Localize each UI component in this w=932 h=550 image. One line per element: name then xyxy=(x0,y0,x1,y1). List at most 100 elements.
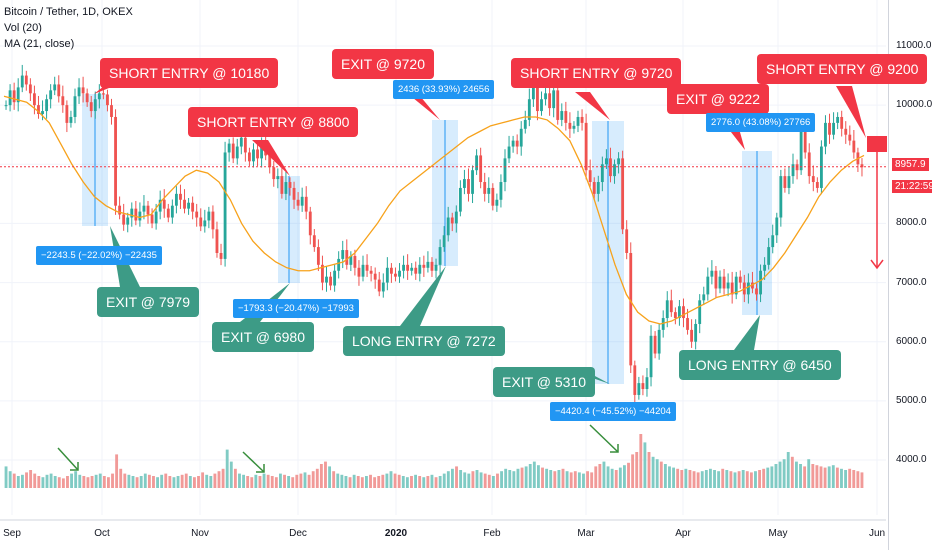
candle-body xyxy=(763,264,767,271)
candle-body xyxy=(179,193,182,200)
callout-short-entry-9200[interactable]: SHORT ENTRY @ 9200 xyxy=(757,54,928,84)
measure-label-1[interactable]: −2243.5 (−22.02%) −22435 xyxy=(36,246,162,265)
candle-body xyxy=(682,306,685,319)
volume-bar xyxy=(324,461,327,488)
candle-body xyxy=(621,158,625,230)
candle-body xyxy=(759,270,762,295)
candle-body xyxy=(101,93,105,95)
candle-body xyxy=(604,158,608,165)
candle-body xyxy=(613,164,616,177)
callout-long-entry-6450[interactable]: LONG ENTRY @ 6450 xyxy=(679,350,841,380)
callout-exit-9222[interactable]: EXIT @ 9222 xyxy=(667,84,769,114)
volume-bar xyxy=(573,471,577,488)
volume-bar xyxy=(139,476,143,488)
measure-label-3[interactable]: 2436 (33.93%) 24656 xyxy=(393,80,495,99)
candle-body xyxy=(645,377,649,390)
candle-body xyxy=(848,134,852,141)
candle-body xyxy=(454,211,458,224)
volume-bar xyxy=(213,473,217,488)
measure-label-2[interactable]: −1793.3 (−20.47%) −17993 xyxy=(233,299,359,318)
volume-bar xyxy=(94,474,98,488)
candle-body xyxy=(28,84,32,94)
volume-bar xyxy=(815,465,819,488)
volume-bar xyxy=(147,474,151,488)
volume-bar xyxy=(770,466,774,488)
callout-pointer xyxy=(734,315,760,350)
candle-body xyxy=(751,282,754,289)
candle-body xyxy=(126,217,130,225)
callout-exit-7979[interactable]: EXIT @ 7979 xyxy=(97,287,199,317)
candle-body xyxy=(122,214,126,225)
volume-arrow xyxy=(242,451,265,473)
volume-bar xyxy=(622,465,626,488)
volume-bar xyxy=(152,476,155,488)
volume-bar xyxy=(381,474,385,488)
volume-bar xyxy=(594,466,598,488)
volume-bar xyxy=(229,461,233,488)
candle-body xyxy=(389,267,393,274)
candle-body xyxy=(316,247,320,265)
candle-body xyxy=(471,170,474,194)
candle-body xyxy=(475,155,479,171)
volume-bar xyxy=(143,473,147,488)
callout-long-entry-7272[interactable]: LONG ENTRY @ 7272 xyxy=(343,326,505,356)
volume-bar xyxy=(410,476,413,488)
ma-line xyxy=(3,95,865,325)
volume-bar xyxy=(74,471,78,488)
ma-indicator-label[interactable]: MA (21, close) xyxy=(4,38,75,50)
candle-body xyxy=(381,282,385,292)
callout-short-entry-8800[interactable]: SHORT ENTRY @ 8800 xyxy=(188,107,359,137)
volume-bar xyxy=(741,470,745,488)
y-tick-label: 11000.0 xyxy=(896,40,932,51)
candle-body xyxy=(219,253,223,259)
callout-exit-6980[interactable]: EXIT @ 6980 xyxy=(212,322,314,352)
volume-arrow xyxy=(589,424,619,453)
volume-bar xyxy=(78,474,82,488)
callout-exit-9720[interactable]: EXIT @ 9720 xyxy=(332,49,434,79)
volume-bar xyxy=(651,456,655,488)
candle-body xyxy=(191,202,195,212)
candle-body xyxy=(81,87,85,94)
candle-body xyxy=(637,383,641,395)
volume-bar xyxy=(844,470,848,488)
candle-body xyxy=(41,111,44,115)
callout-short-entry-10180[interactable]: SHORT ENTRY @ 10180 xyxy=(100,58,279,88)
candle-body xyxy=(292,187,296,200)
volume-bar xyxy=(438,476,442,488)
callout-exit-5310[interactable]: EXIT @ 5310 xyxy=(493,367,595,397)
volume-bar xyxy=(684,468,688,488)
candle-body xyxy=(702,294,706,301)
volume-bar xyxy=(614,470,618,488)
measure-label-4[interactable]: −4420.4 (−45.52%) −44204 xyxy=(550,402,676,421)
volume-bar xyxy=(803,466,807,488)
candle-body xyxy=(369,270,373,274)
volume-bar xyxy=(479,472,483,488)
candle-body xyxy=(734,276,738,295)
volume-bar xyxy=(29,470,33,488)
position-marker xyxy=(867,136,887,152)
volume-indicator-label[interactable]: Vol (20) xyxy=(4,22,42,34)
volume-bar xyxy=(373,477,377,488)
volume-bar xyxy=(90,476,94,488)
candle-body xyxy=(154,211,158,224)
candle-body xyxy=(49,90,53,100)
volume-bar xyxy=(25,472,28,488)
price-axis[interactable] xyxy=(888,0,932,550)
candle-body xyxy=(824,122,827,147)
candle-body xyxy=(657,329,661,354)
measure-label-5[interactable]: 2776.0 (43.08%) 27766 xyxy=(706,113,816,132)
candle-body xyxy=(483,182,487,194)
candle-body xyxy=(803,122,807,153)
candle-body xyxy=(85,93,89,103)
candle-body xyxy=(207,211,211,221)
volume-bar xyxy=(184,473,188,488)
volume-bar xyxy=(369,474,372,488)
volume-bar xyxy=(303,472,307,488)
volume-bar xyxy=(164,473,168,488)
candle-body xyxy=(815,182,819,188)
candle-body xyxy=(414,267,418,274)
volume-bar xyxy=(180,474,184,488)
callout-short-entry-9720[interactable]: SHORT ENTRY @ 9720 xyxy=(511,58,682,88)
candle-body xyxy=(150,214,154,224)
